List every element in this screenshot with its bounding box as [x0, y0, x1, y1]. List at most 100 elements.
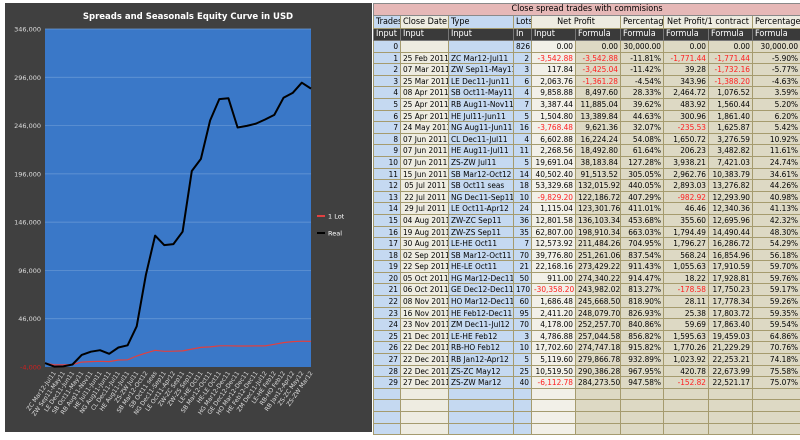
net-profit-cumulative-cell[interactable]: 243,982.02 — [575, 283, 621, 297]
close-date-cell[interactable]: 07 Jun 2011 — [400, 155, 449, 169]
net-profit-input-cell[interactable]: 0.00 — [531, 40, 576, 53]
lots-cell[interactable]: 11 — [513, 144, 532, 157]
percentage-per-contract-cell[interactable]: 41.13% — [751, 202, 800, 215]
percentage-per-contract-cell[interactable]: 24.74% — [751, 155, 800, 169]
lots-cell[interactable]: 60 — [513, 295, 532, 308]
net-profit-input-cell[interactable]: 17,702.60 — [531, 341, 576, 355]
cumulative-per-contract-cell[interactable]: 3,482.82 — [708, 144, 753, 157]
cumulative-per-contract-cell[interactable]: 17,910.59 — [708, 260, 753, 273]
lots-cell[interactable]: 10 — [513, 341, 532, 355]
net-profit-cumulative-cell[interactable]: 248,079.70 — [575, 306, 621, 320]
net-profit-input-cell[interactable]: 2,411.20 — [531, 306, 576, 320]
empty-cell[interactable] — [513, 387, 532, 401]
header-percentage-per-contract[interactable]: Percentage — [751, 15, 800, 29]
cumulative-per-contract-cell[interactable]: 1,625.87 — [708, 121, 753, 134]
net-profit-input-cell[interactable]: 2,063.76 — [531, 74, 576, 88]
empty-cell[interactable] — [620, 399, 664, 412]
percentage-cell[interactable]: 411.01% — [620, 202, 664, 215]
net-profit-input-cell[interactable]: 62,807.00 — [531, 225, 576, 239]
cumulative-per-contract-cell[interactable]: 22,521.17 — [708, 376, 753, 389]
trade-type-cell[interactable]: RB-HO Feb12 — [448, 341, 514, 355]
percentage-per-contract-cell[interactable]: 59.35% — [751, 306, 800, 320]
net-profit-input-cell[interactable]: 1,115.04 — [531, 202, 576, 215]
close-date-cell[interactable]: 30 Aug 2011 — [400, 237, 449, 250]
lots-cell[interactable]: 10 — [513, 190, 532, 204]
percentage-per-contract-cell[interactable]: 59.70% — [751, 260, 800, 273]
net-profit-cumulative-cell[interactable]: 38,183.84 — [575, 155, 621, 169]
empty-cell[interactable] — [663, 399, 709, 412]
trade-number-cell[interactable]: 3 — [373, 74, 401, 88]
cumulative-per-contract-cell[interactable]: 12,695.96 — [708, 213, 753, 227]
net-profit-per-contract-cell[interactable]: 1,650.72 — [663, 132, 709, 146]
trade-type-cell[interactable]: LE Oct11-Apr12 — [448, 202, 514, 215]
net-profit-input-cell[interactable]: 40,502.40 — [531, 167, 576, 181]
trade-number-cell[interactable]: 15 — [373, 213, 401, 227]
trade-number-cell[interactable]: 26 — [373, 341, 401, 355]
subheader-cell[interactable]: Input — [400, 28, 449, 41]
percentage-cell[interactable]: 61.64% — [620, 144, 664, 157]
trade-number-cell[interactable]: 12 — [373, 179, 401, 192]
header-trades[interactable]: Trades — [373, 15, 401, 29]
net-profit-cumulative-cell[interactable]: 11,885.04 — [575, 97, 621, 111]
empty-cell[interactable] — [400, 387, 449, 401]
percentage-per-contract-cell[interactable]: 5.20% — [751, 97, 800, 111]
cumulative-per-contract-cell[interactable]: -1,388.20 — [708, 74, 753, 88]
net-profit-input-cell[interactable]: 4,786.88 — [531, 329, 576, 343]
percentage-cell[interactable]: 127.28% — [620, 155, 664, 169]
subheader-cell[interactable]: Input — [373, 28, 401, 41]
close-date-cell[interactable]: 02 Sep 2011 — [400, 248, 449, 262]
cumulative-per-contract-cell[interactable]: -1,732.16 — [708, 63, 753, 76]
percentage-per-contract-cell[interactable]: 75.58% — [751, 364, 800, 378]
lots-cell[interactable]: 14 — [513, 167, 532, 181]
percentage-cell[interactable]: 911.43% — [620, 260, 664, 273]
net-profit-per-contract-cell[interactable]: 2,893.03 — [663, 179, 709, 192]
trade-type-cell[interactable]: ZS-ZW Mar12 — [448, 376, 514, 389]
cumulative-per-contract-cell[interactable]: 13,276.82 — [708, 179, 753, 192]
net-profit-per-contract-cell[interactable]: 483.92 — [663, 97, 709, 111]
trade-number-cell[interactable]: 10 — [373, 155, 401, 169]
empty-cell[interactable] — [531, 411, 576, 424]
subheader-cell[interactable]: Formula — [620, 28, 664, 41]
header-lots[interactable]: Lots — [513, 15, 532, 29]
empty-cell[interactable] — [751, 411, 800, 424]
net-profit-input-cell[interactable]: -30,358.20 — [531, 283, 576, 297]
percentage-cell[interactable]: 826.93% — [620, 306, 664, 320]
net-profit-per-contract-cell[interactable]: 2,464.72 — [663, 86, 709, 99]
lots-cell[interactable]: 3 — [513, 63, 532, 76]
percentage-per-contract-cell[interactable]: 5.42% — [751, 121, 800, 134]
trade-number-cell[interactable]: 0 — [373, 40, 401, 53]
net-profit-cumulative-cell[interactable]: 8,497.60 — [575, 86, 621, 99]
empty-cell[interactable] — [513, 411, 532, 424]
percentage-per-contract-cell[interactable]: 74.18% — [751, 353, 800, 366]
trade-type-cell[interactable]: NG Aug11-Jun11 — [448, 121, 514, 134]
trade-type-cell[interactable]: HO Mar12-Dec11 — [448, 295, 514, 308]
close-date-cell[interactable]: 22 Jul 2011 — [400, 190, 449, 204]
trade-type-cell[interactable]: ZM Dec11-Jul12 — [448, 318, 514, 331]
lots-cell[interactable]: 50 — [513, 271, 532, 285]
empty-cell[interactable] — [373, 399, 401, 412]
empty-cell[interactable] — [751, 422, 800, 436]
trade-number-cell[interactable]: 4 — [373, 86, 401, 99]
close-date-cell[interactable]: 22 Dec 2011 — [400, 341, 449, 355]
subheader-cell[interactable]: Formula — [575, 28, 621, 41]
trade-number-cell[interactable]: 11 — [373, 167, 401, 181]
net-profit-per-contract-cell[interactable]: 46.46 — [663, 202, 709, 215]
percentage-per-contract-cell[interactable]: 54.29% — [751, 237, 800, 250]
net-profit-input-cell[interactable]: 2,268.56 — [531, 144, 576, 157]
close-date-cell[interactable]: 04 Aug 2011 — [400, 213, 449, 227]
net-profit-input-cell[interactable]: 10,519.50 — [531, 364, 576, 378]
trade-number-cell[interactable]: 7 — [373, 121, 401, 134]
net-profit-input-cell[interactable]: 53,329.68 — [531, 179, 576, 192]
cumulative-per-contract-cell[interactable]: 22,253.21 — [708, 353, 753, 366]
cumulative-per-contract-cell[interactable]: 14,490.44 — [708, 225, 753, 239]
percentage-per-contract-cell[interactable]: 34.61% — [751, 167, 800, 181]
net-profit-cumulative-cell[interactable]: 273,429.22 — [575, 260, 621, 273]
cumulative-per-contract-cell[interactable]: 3,276.59 — [708, 132, 753, 146]
net-profit-cumulative-cell[interactable]: 251,261.06 — [575, 248, 621, 262]
trade-type-cell[interactable]: HE Jul11-Jun11 — [448, 109, 514, 123]
trade-number-cell[interactable]: 17 — [373, 237, 401, 250]
header-type[interactable]: Type — [448, 15, 514, 29]
net-profit-per-contract-cell[interactable]: 420.78 — [663, 364, 709, 378]
percentage-cell[interactable]: 28.33% — [620, 86, 664, 99]
net-profit-per-contract-cell[interactable]: 343.96 — [663, 74, 709, 88]
